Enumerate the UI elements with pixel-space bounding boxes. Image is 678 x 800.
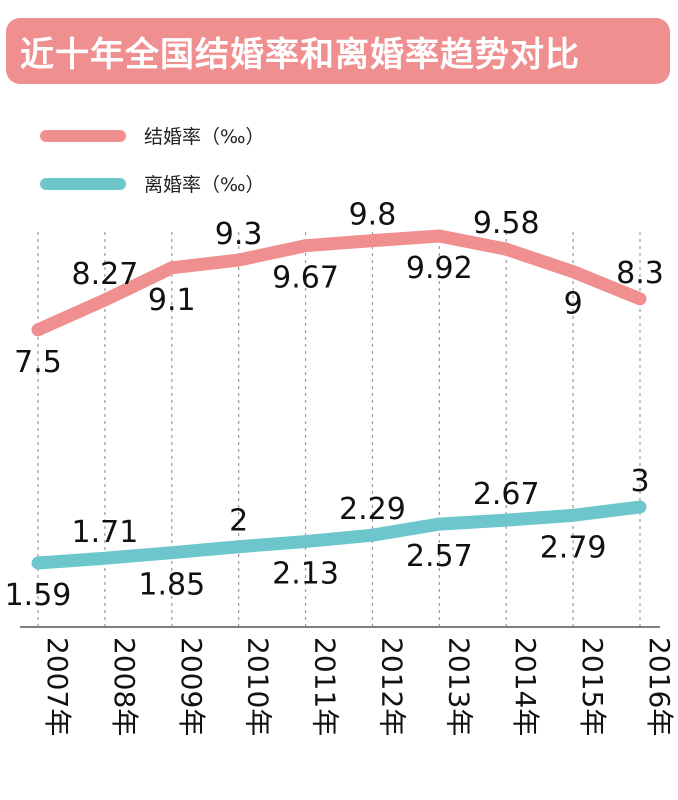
x-tick-label-5: 2012年	[375, 637, 408, 736]
data-label-1-3: 2	[229, 504, 248, 539]
data-label-0-7: 9.58	[473, 206, 540, 241]
title-banner: 近十年全国结婚率和离婚率趋势对比	[6, 18, 670, 84]
legend-swatch-marriage	[40, 129, 126, 142]
data-point-1-9	[635, 502, 645, 512]
legend-item-divorce: 离婚率（‰）	[40, 170, 265, 197]
legend-label-marriage: 结婚率（‰）	[144, 126, 265, 148]
series-line-0	[31, 229, 647, 337]
x-tick-label-3: 2010年	[242, 637, 275, 736]
x-tick-label-4: 2011年	[309, 637, 342, 736]
data-label-0-2: 9.1	[148, 283, 196, 318]
data-label-0-3: 9.3	[215, 217, 263, 252]
data-point-0-8	[568, 266, 579, 277]
data-label-1-9: 3	[630, 464, 649, 499]
x-tick-label-7: 2014年	[509, 637, 542, 736]
data-label-0-0: 7.5	[14, 345, 62, 380]
data-label-1-6: 2.57	[406, 539, 473, 574]
data-point-0-1	[99, 295, 110, 305]
series-line-1	[31, 500, 647, 570]
data-label-1-1: 1.71	[71, 515, 138, 550]
data-point-0-4	[300, 240, 311, 251]
legend-item-marriage: 结婚率（‰）	[40, 122, 265, 149]
data-point-1-3	[233, 541, 244, 552]
data-label-0-1: 8.27	[71, 257, 138, 292]
data-point-1-0	[33, 558, 43, 568]
data-point-1-5	[367, 530, 378, 541]
data-point-0-9	[635, 293, 645, 304]
data-point-1-1	[99, 553, 110, 564]
data-point-0-2	[166, 262, 177, 273]
x-tick-label-2: 2009年	[175, 637, 208, 736]
x-tick-label-1: 2008年	[108, 637, 141, 736]
data-point-0-3	[233, 255, 244, 266]
data-point-1-6	[434, 519, 445, 530]
data-point-1-4	[300, 536, 311, 547]
data-label-1-8: 2.79	[540, 530, 607, 565]
data-label-1-0: 1.59	[5, 578, 72, 613]
data-point-1-8	[568, 510, 579, 521]
legend-swatch-divorce	[40, 177, 126, 190]
chart-title: 近十年全国结婚率和离婚率趋势对比	[20, 34, 580, 75]
data-label-0-6: 9.92	[406, 251, 473, 286]
x-tick-label-6: 2013年	[442, 637, 475, 736]
data-label-1-5: 2.29	[339, 492, 406, 527]
data-point-0-7	[501, 244, 512, 255]
data-label-1-2: 1.85	[138, 568, 205, 603]
legend-label-divorce: 离婚率（‰）	[144, 174, 265, 196]
data-point-0-6	[434, 231, 445, 241]
x-tick-label-0: 2007年	[41, 637, 74, 736]
data-point-0-0	[33, 324, 43, 335]
data-point-1-7	[501, 515, 512, 526]
data-label-0-9: 8.3	[616, 256, 664, 291]
data-label-1-4: 2.13	[272, 557, 339, 592]
data-point-1-2	[166, 547, 177, 558]
x-tick-label-8: 2015年	[576, 637, 609, 736]
data-label-0-8: 9	[564, 287, 583, 322]
x-tick-label-9: 2016年	[643, 637, 676, 736]
data-label-0-4: 9.67	[272, 261, 339, 296]
data-label-0-5: 9.8	[349, 198, 397, 233]
data-point-0-5	[367, 235, 378, 246]
data-label-1-7: 2.67	[473, 477, 540, 512]
